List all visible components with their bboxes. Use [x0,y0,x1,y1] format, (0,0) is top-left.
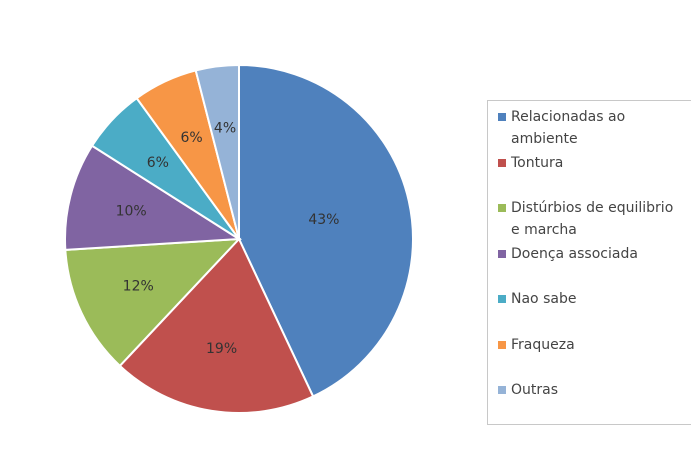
legend-item: Relacionadas ao ambiente [498,106,683,150]
legend-item: Nao sabe [498,288,683,310]
legend-label: Nao sabe [511,291,577,307]
data-label: 4% [214,121,236,137]
legend-label: Relacionadas ao ambiente [511,109,626,147]
data-label: 6% [147,155,169,171]
legend-swatch [498,158,506,167]
legend-swatch [498,204,506,212]
legend-item: Outras [498,379,683,401]
pie-slice [194,63,240,240]
pie-slice [118,237,315,414]
legend-label: Fraqueza [511,336,575,353]
legend-swatch [498,249,506,258]
data-label: 43% [308,212,339,228]
legend-label: Doença associada [511,245,638,262]
pie-area: 43% 19% 12% 10% 6% 6% 4% [64,63,415,414]
pie-slice [238,63,415,398]
data-label: 10% [116,203,147,219]
data-label: 19% [206,341,237,357]
legend-item: Distúrbios de equilibrio e marcha [498,197,683,241]
data-label: 6% [180,130,202,146]
legend-swatch [498,340,506,349]
pie-slice [64,237,242,368]
legend-label: Outras [511,382,559,398]
legend-swatch [498,295,506,303]
data-label: 12% [123,278,154,294]
legend-label: Tontura [511,154,564,171]
legend: Relacionadas ao ambiente Tontura Distúrbio… [487,100,691,425]
pie-slice [64,144,243,251]
legend-item: Tontura [498,152,683,174]
legend-swatch [498,113,506,121]
legend-label: Distúrbios de equilibrio e marcha [511,200,674,238]
legend-swatch [498,386,506,394]
legend-item: Fraqueza [498,334,683,356]
legend-item: Doença associada [498,243,683,265]
